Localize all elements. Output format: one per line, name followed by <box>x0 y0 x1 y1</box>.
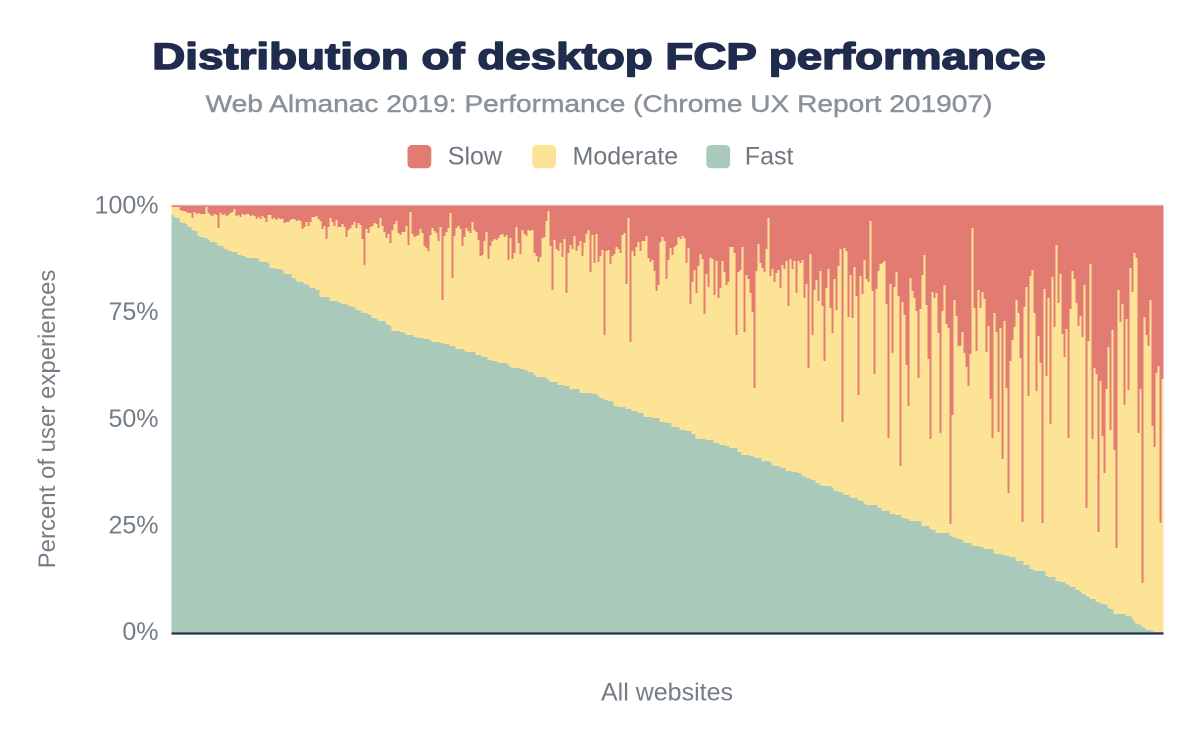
svg-text:25%: 25% <box>108 512 158 540</box>
svg-text:Percent of user experiences: Percent of user experiences <box>34 270 61 569</box>
svg-text:75%: 75% <box>108 298 158 326</box>
svg-text:100%: 100% <box>95 191 159 219</box>
svg-text:Distribution of desktop FCP pe: Distribution of desktop FCP performance <box>152 35 1046 77</box>
svg-text:50%: 50% <box>108 405 158 433</box>
svg-text:0%: 0% <box>122 618 158 646</box>
svg-text:Web Almanac 2019: Performance: Web Almanac 2019: Performance (Chrome UX… <box>206 90 993 118</box>
svg-text:Slow: Slow <box>448 142 503 170</box>
svg-text:All websites: All websites <box>601 679 733 707</box>
svg-text:Fast: Fast <box>745 142 794 170</box>
svg-text:Moderate: Moderate <box>573 142 679 170</box>
